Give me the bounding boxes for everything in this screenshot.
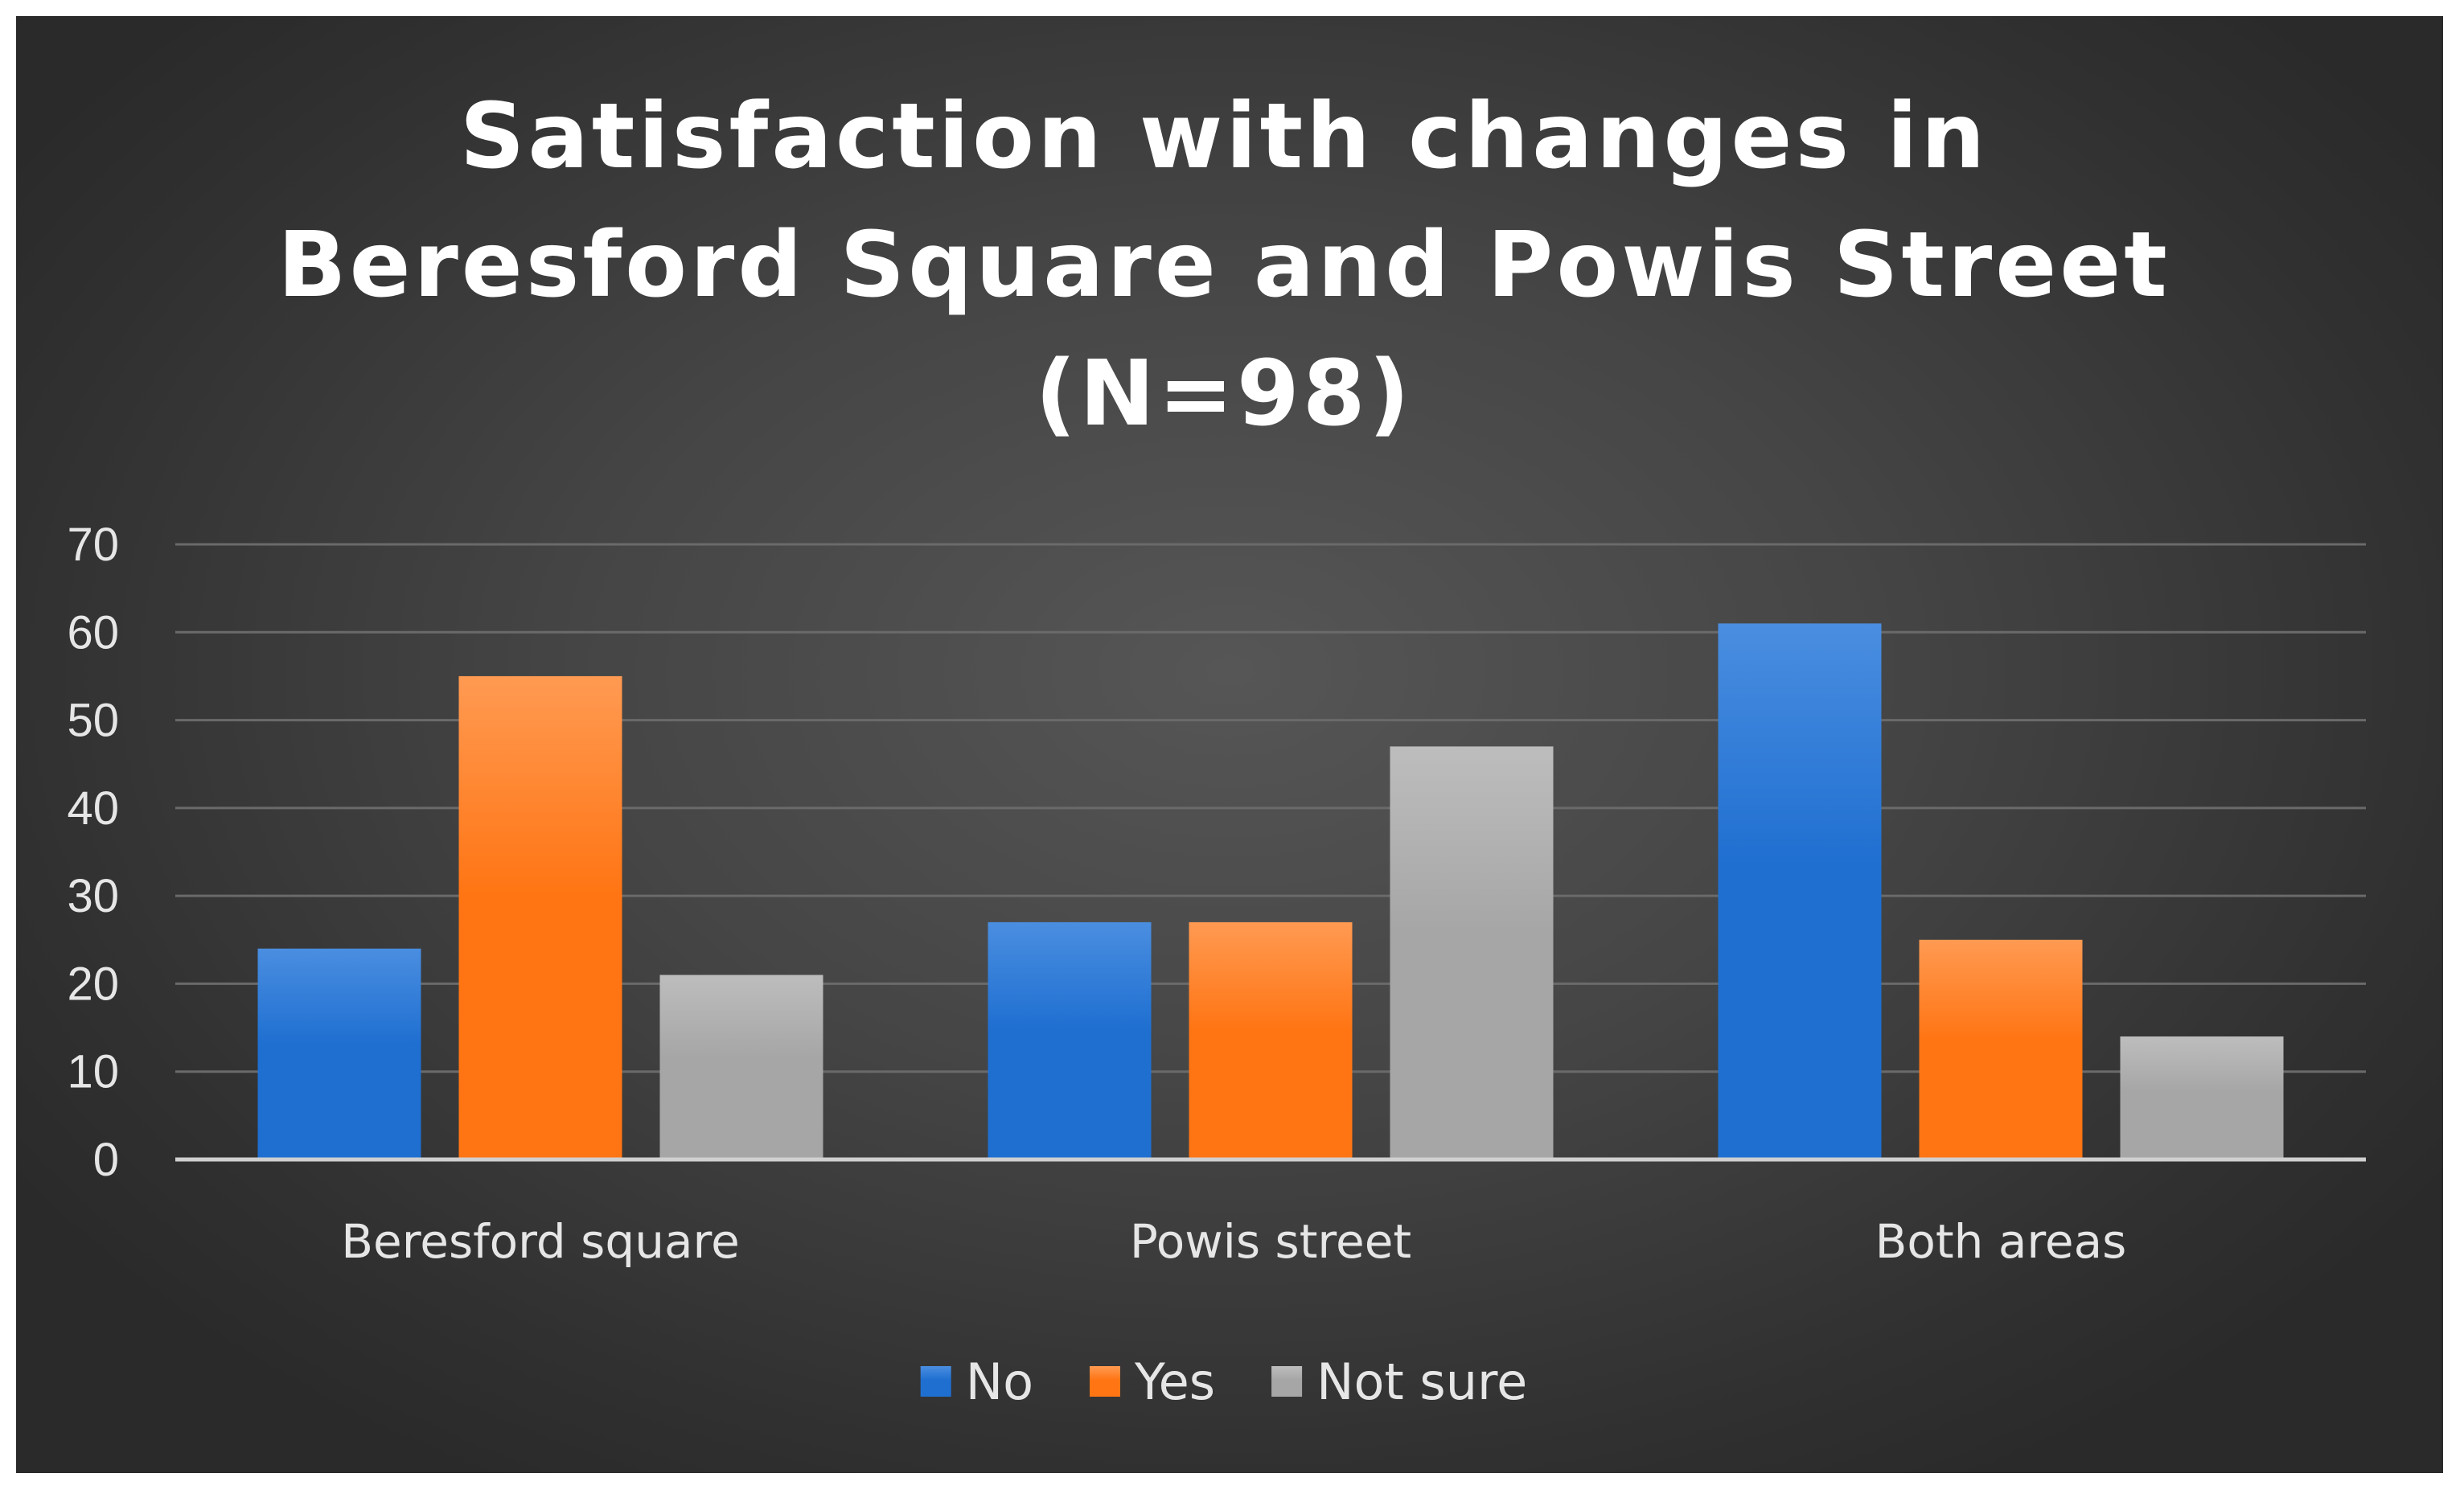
legend-label: Not sure [1316, 1352, 1527, 1411]
bar-yes-both-areas [1919, 939, 2083, 1159]
legend-label: Yes [1134, 1352, 1215, 1411]
y-tick-label: 40 [67, 782, 119, 835]
y-axis-tick-labels: 0 10 20 30 40 50 60 70 [67, 519, 119, 1186]
legend-swatch [920, 1366, 951, 1397]
bar-no-beresford-square [257, 948, 421, 1159]
legend-item-no: No [920, 1352, 1033, 1411]
bar-no-powis-street [988, 921, 1152, 1159]
y-tick-label: 30 [67, 870, 119, 922]
x-category-label: Both areas [1875, 1214, 2127, 1269]
legend-label: No [966, 1352, 1033, 1411]
legend-swatch [1090, 1366, 1121, 1397]
bar-yes-powis-street [1189, 921, 1353, 1159]
x-axis-category-labels: Beresford square Powis street Both areas [341, 1214, 2126, 1269]
bar-not-sure-powis-street [1390, 746, 1554, 1159]
legend-item-not-sure: Not sure [1271, 1352, 1527, 1411]
y-tick-label: 20 [67, 958, 119, 1010]
bar-not-sure-beresford-square [659, 975, 823, 1159]
legend-swatch [1271, 1366, 1303, 1397]
y-tick-label: 60 [67, 606, 119, 659]
legend-item-yes: Yes [1090, 1352, 1215, 1411]
bar-no-both-areas [1718, 623, 1882, 1159]
chart-title-line-1: Satisfaction with changes in [460, 84, 1989, 189]
bar-not-sure-both-areas [2120, 1036, 2284, 1159]
y-tick-label: 10 [67, 1046, 119, 1098]
bars [257, 623, 2284, 1159]
chart-area: Satisfaction with changes in Beresford S… [16, 16, 2443, 1473]
y-tick-label: 50 [67, 695, 119, 747]
bar-chart: Satisfaction with changes in Beresford S… [67, 84, 2366, 1411]
y-tick-label: 0 [93, 1134, 119, 1186]
chart-title-line-3: (N=98) [1035, 342, 1413, 446]
x-category-label: Beresford square [341, 1214, 740, 1269]
x-category-label: Powis street [1130, 1214, 1411, 1269]
chart-title: Satisfaction with changes in Beresford S… [277, 84, 2170, 446]
chart-title-line-2: Beresford Square and Powis Street [277, 213, 2170, 318]
bar-yes-beresford-square [458, 675, 622, 1159]
y-tick-label: 70 [67, 519, 119, 571]
legend: No Yes Not sure [920, 1352, 1527, 1411]
